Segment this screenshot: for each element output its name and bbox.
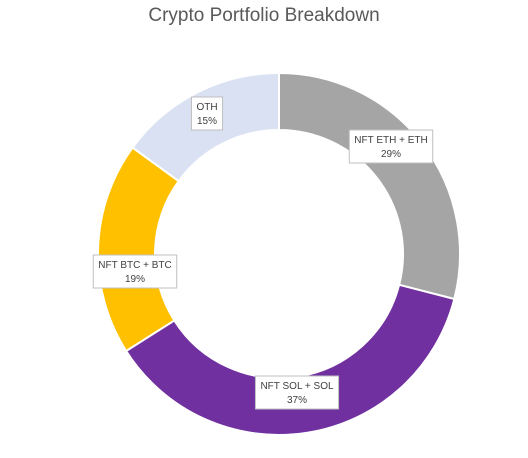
labels-group: NFT ETH + ETH 29% NFT SOL + SOL 37% NFT BTC …: [92, 96, 434, 410]
data-label-oth: OTH 15%: [190, 96, 224, 131]
slices-group: [97, 71, 461, 436]
data-label-nft-btc-btc: NFT BTC + BTC 19%: [92, 254, 178, 289]
data-label-value: 29%: [381, 149, 401, 160]
chart-title: Crypto Portfolio Breakdown: [148, 5, 380, 26]
data-label-nft-eth-eth: NFT ETH + ETH 29%: [348, 129, 434, 164]
data-label-category: NFT ETH + ETH: [354, 135, 427, 146]
slice-nft-sol-sol: [124, 283, 456, 436]
data-label-box: [190, 96, 224, 131]
slice-nft-btc-btc: [97, 146, 181, 353]
data-label-box: [254, 375, 340, 410]
slice-nft-eth-eth: [278, 71, 461, 301]
data-label-category: OTH: [196, 102, 217, 113]
data-label-value: 37%: [287, 395, 307, 406]
data-label-category: NFT SOL + SOL: [260, 381, 334, 392]
data-label-box: [92, 254, 178, 289]
data-label-value: 19%: [125, 274, 145, 285]
data-label-value: 15%: [197, 116, 217, 127]
data-label-box: [348, 129, 434, 164]
data-label-nft-sol-sol: NFT SOL + SOL 37%: [254, 375, 340, 410]
data-label-category: NFT BTC + BTC: [98, 260, 171, 271]
